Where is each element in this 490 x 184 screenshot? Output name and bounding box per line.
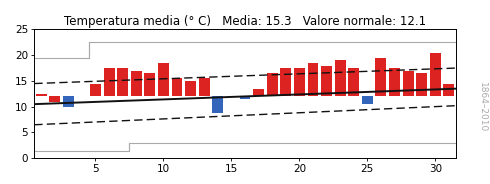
Bar bbox=[430, 53, 441, 96]
Bar bbox=[403, 71, 414, 96]
Bar bbox=[158, 63, 169, 96]
Bar bbox=[103, 68, 115, 96]
Bar bbox=[199, 78, 210, 96]
Bar bbox=[212, 96, 223, 113]
Bar bbox=[253, 89, 264, 96]
Bar bbox=[90, 84, 101, 96]
Text: 1864–2010: 1864–2010 bbox=[478, 82, 487, 132]
Bar bbox=[375, 58, 387, 96]
Bar bbox=[131, 71, 142, 96]
Bar bbox=[443, 84, 454, 96]
Bar bbox=[280, 68, 291, 96]
Bar bbox=[49, 96, 60, 102]
Bar bbox=[36, 94, 47, 96]
Bar bbox=[63, 96, 74, 107]
Bar bbox=[389, 68, 400, 96]
Bar bbox=[145, 73, 155, 96]
Bar bbox=[335, 60, 345, 96]
Bar bbox=[240, 96, 250, 99]
Bar bbox=[362, 96, 373, 104]
Bar bbox=[185, 81, 196, 96]
Bar bbox=[117, 68, 128, 96]
Bar bbox=[348, 68, 359, 96]
Bar bbox=[172, 78, 182, 96]
Bar bbox=[294, 68, 305, 96]
Bar bbox=[321, 66, 332, 96]
Title: Temperatura media (° C)   Media: 15.3   Valore normale: 12.1: Temperatura media (° C) Media: 15.3 Valo… bbox=[64, 15, 426, 28]
Bar bbox=[267, 73, 278, 96]
Bar bbox=[308, 63, 319, 96]
Bar bbox=[416, 73, 427, 96]
